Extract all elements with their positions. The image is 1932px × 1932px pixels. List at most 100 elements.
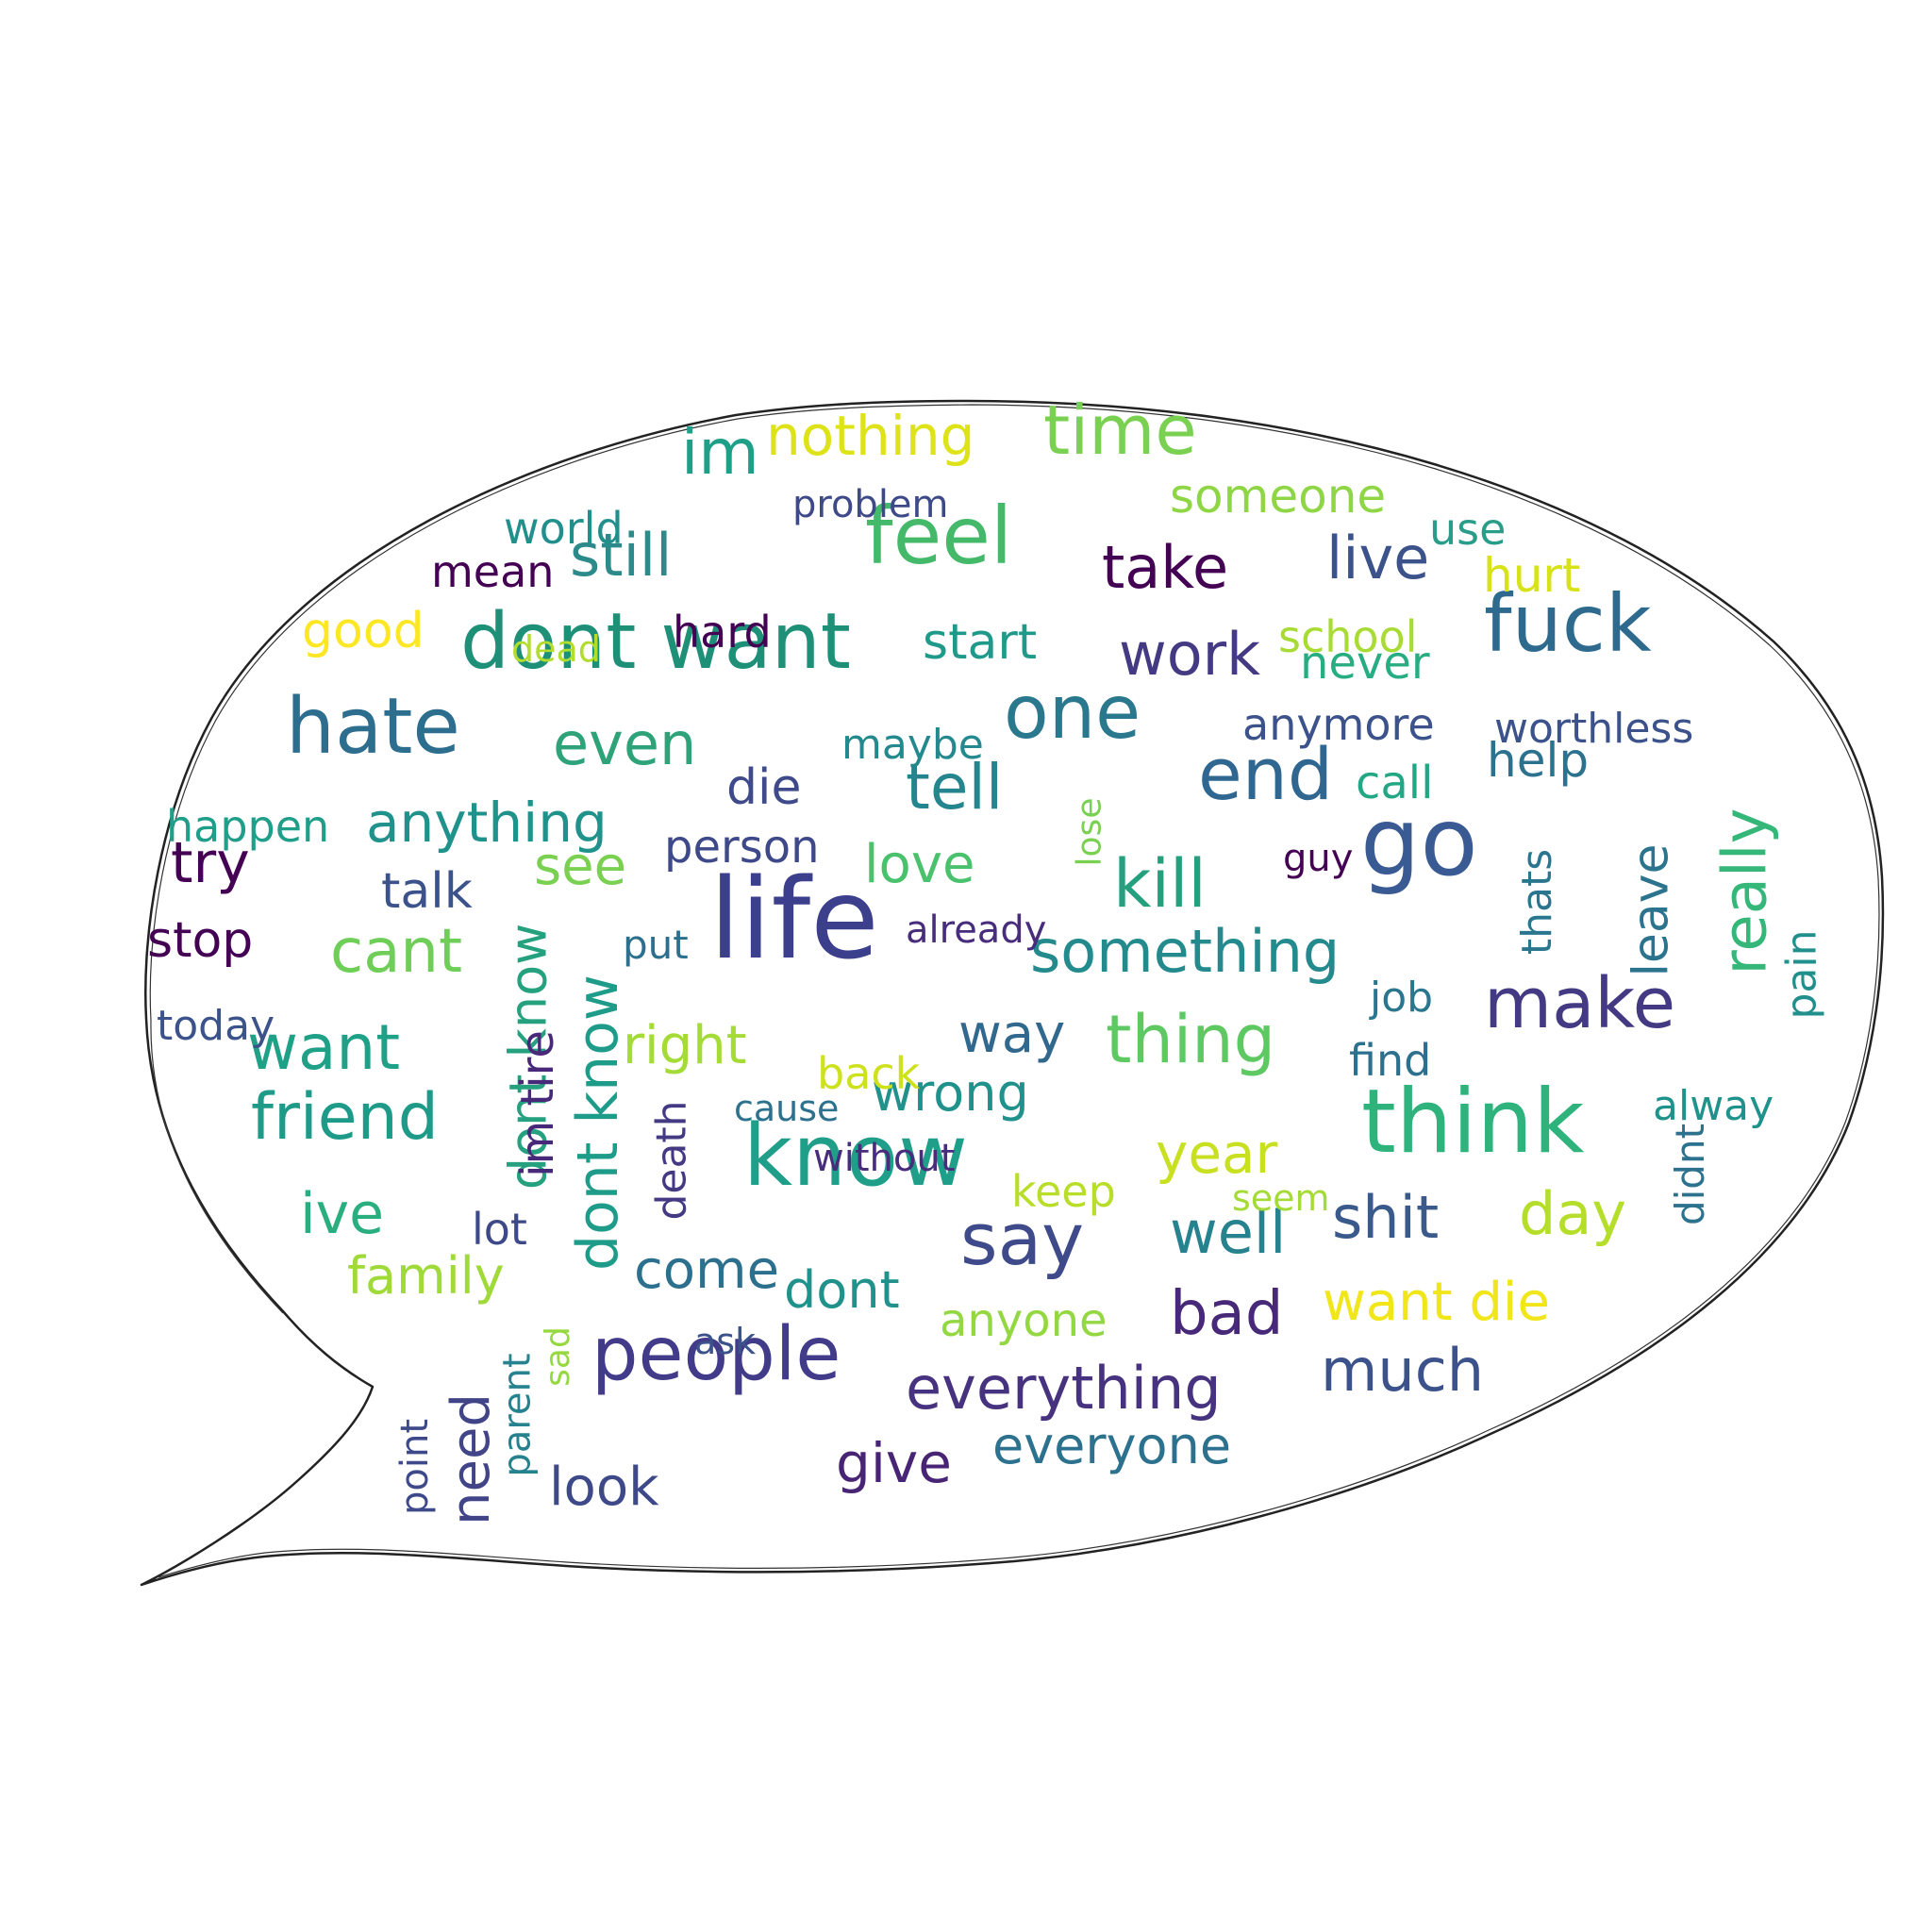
word-dont: dont	[784, 1260, 900, 1321]
word-know: know	[743, 1106, 968, 1206]
word-really: really	[1709, 808, 1780, 975]
word-dont-want: dont want	[460, 596, 851, 687]
word-family: family	[347, 1246, 505, 1307]
word-hate: hate	[286, 681, 460, 772]
word-seem: seem	[1232, 1177, 1330, 1220]
word-want-die: want die	[1323, 1272, 1550, 1334]
word-want: want	[247, 1010, 401, 1084]
word-feel: feel	[865, 489, 1013, 582]
word-go: go	[1360, 787, 1478, 897]
word-time: time	[1043, 391, 1197, 471]
word-shit: shit	[1332, 1182, 1440, 1252]
word-help: help	[1487, 732, 1590, 788]
word-fuck: fuck	[1484, 576, 1652, 670]
word-well: well	[1170, 1197, 1287, 1267]
word-life: life	[709, 854, 879, 985]
word-see: see	[534, 836, 627, 898]
word-stop: stop	[147, 912, 254, 970]
word-start: start	[923, 614, 1038, 672]
word-something: something	[1030, 916, 1341, 986]
word-anything: anything	[366, 791, 608, 856]
word-guy: guy	[1283, 837, 1354, 880]
word-pain: pain	[1777, 929, 1826, 1020]
word-someone: someone	[1170, 468, 1387, 524]
word-even: even	[553, 708, 697, 778]
word-lot: lot	[472, 1203, 527, 1255]
word-without: without	[813, 1137, 956, 1180]
word-right: right	[623, 1015, 747, 1077]
word-lose: lose	[1069, 797, 1108, 867]
word-anyone: anyone	[940, 1293, 1108, 1347]
word-anymore: anymore	[1242, 698, 1435, 750]
speech-bubble-rough-edge	[149, 404, 1880, 1578]
speech-bubble-path	[140, 399, 1885, 1587]
word-nothing: nothing	[766, 404, 975, 469]
word-school: school	[1278, 610, 1418, 662]
word-sad: sad	[538, 1326, 577, 1387]
word-end: end	[1198, 732, 1334, 817]
word-everyone: everyone	[992, 1416, 1232, 1476]
word-hurt: hurt	[1483, 547, 1581, 603]
word-tell: tell	[906, 750, 1004, 824]
word-give: give	[836, 1431, 952, 1496]
word-take: take	[1102, 532, 1229, 602]
word-parent: parent	[495, 1353, 540, 1477]
word-much: much	[1321, 1335, 1485, 1405]
word-leave: leave	[1623, 843, 1680, 977]
word-put: put	[623, 921, 689, 968]
word-back: back	[817, 1047, 921, 1099]
word-mean: mean	[431, 545, 555, 597]
word-need: need	[440, 1393, 502, 1525]
word-make: make	[1484, 963, 1676, 1045]
word-didnt: didnt	[1667, 1123, 1714, 1226]
word-say: say	[960, 1197, 1085, 1282]
word-job: job	[1370, 973, 1434, 1022]
word-person: person	[664, 820, 820, 874]
word-look: look	[549, 1457, 659, 1519]
word-cause: cause	[734, 1088, 840, 1130]
word-alway: alway	[1653, 1081, 1774, 1130]
word-one: one	[1004, 671, 1141, 757]
word-hard: hard	[673, 606, 772, 658]
word-ive: ive	[300, 1181, 385, 1247]
word-already: already	[906, 908, 1047, 952]
word-come: come	[634, 1240, 780, 1302]
word-wrong: wrong	[872, 1063, 1029, 1124]
word-happen: happen	[166, 800, 330, 852]
word-die: die	[726, 759, 802, 817]
word-love: love	[864, 834, 975, 896]
word-work: work	[1119, 619, 1261, 689]
word-world: world	[504, 502, 624, 554]
word-friend: friend	[251, 1079, 439, 1155]
word-im-tire: im tire	[510, 1030, 564, 1177]
word-kill: kill	[1113, 844, 1207, 923]
word-worthless: worthless	[1494, 704, 1694, 753]
word-point: point	[393, 1418, 438, 1516]
word-good: good	[302, 603, 425, 660]
word-keep: keep	[1011, 1165, 1116, 1217]
word-use: use	[1429, 503, 1507, 555]
word-dont-know-v: dont know	[564, 974, 631, 1271]
word-talk: talk	[381, 863, 473, 921]
word-ask: ask	[694, 1321, 757, 1363]
word-cant: cant	[330, 916, 463, 987]
word-think: think	[1361, 1071, 1585, 1174]
word-maybe: maybe	[841, 720, 984, 769]
word-never: never	[1300, 636, 1430, 690]
word-death: death	[647, 1100, 696, 1221]
word-way: way	[958, 1004, 1066, 1066]
word-call: call	[1356, 756, 1434, 809]
word-thats: thats	[1513, 848, 1562, 956]
word-bad: bad	[1170, 1278, 1284, 1349]
word-im: im	[681, 415, 759, 489]
word-year: year	[1156, 1122, 1278, 1187]
word-people: people	[591, 1312, 841, 1398]
word-everything: everything	[906, 1353, 1222, 1423]
word-try: try	[171, 830, 250, 896]
word-find: find	[1349, 1034, 1432, 1086]
word-day: day	[1519, 1178, 1627, 1248]
word-live: live	[1326, 523, 1430, 592]
